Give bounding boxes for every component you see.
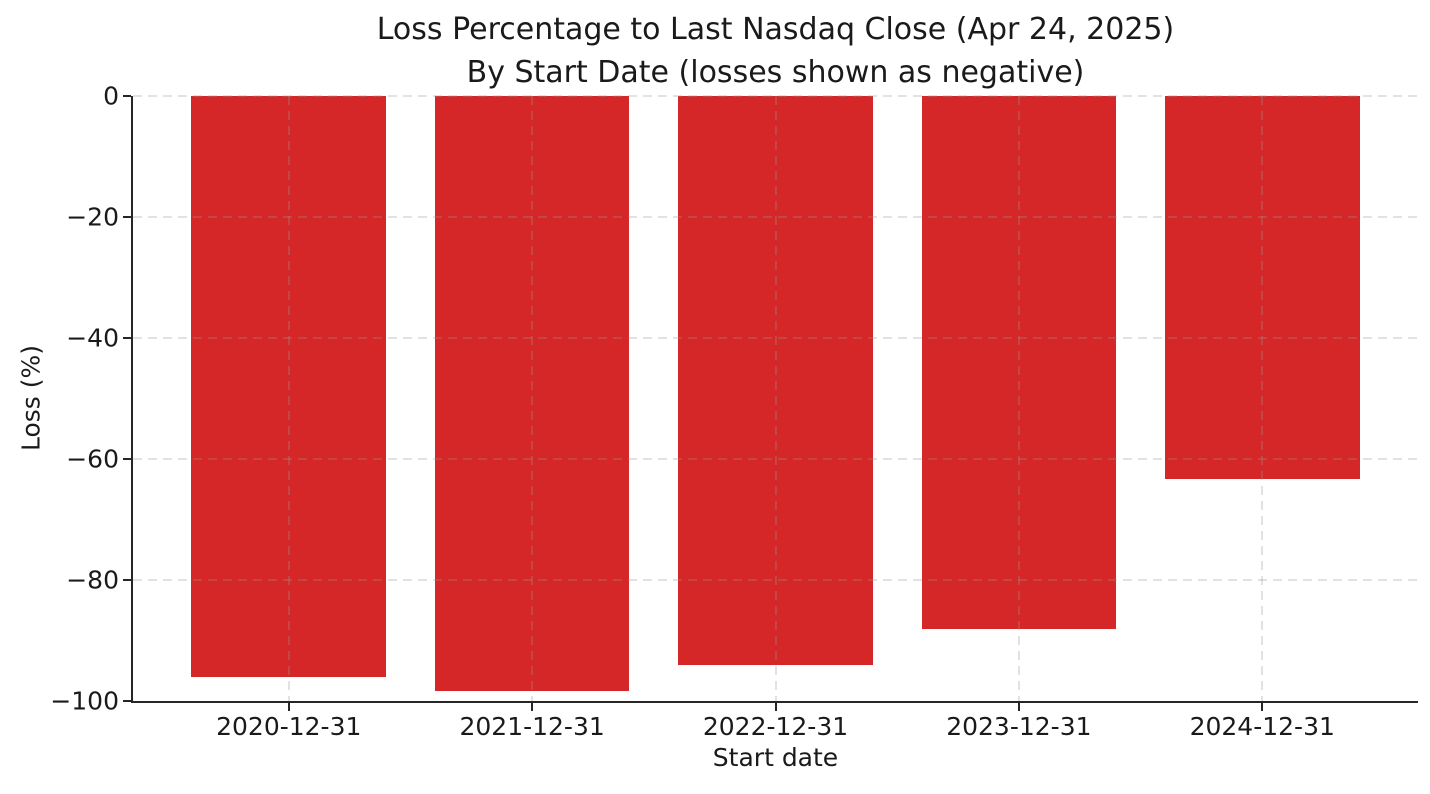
x-tick-label: 2020-12-31 (216, 712, 362, 741)
chart-title: Loss Percentage to Last Nasdaq Close (Ap… (376, 12, 1175, 47)
x-tick-mark (1261, 703, 1264, 711)
y-tick-mark (123, 216, 131, 218)
x-tick-mark (287, 703, 290, 711)
gridline-vertical (775, 96, 776, 701)
x-tick-mark (531, 703, 534, 711)
y-tick-label: −40 (66, 323, 119, 353)
gridline-vertical (1261, 96, 1263, 701)
x-axis-label: Start date (712, 743, 839, 772)
x-axis-spine (131, 701, 1418, 703)
x-tick-mark (1017, 703, 1020, 711)
y-tick-label: −80 (66, 565, 119, 595)
y-tick-label: −60 (66, 444, 119, 474)
y-tick-mark (123, 700, 131, 702)
y-tick-label: 0 (103, 81, 119, 111)
y-tick-label: −100 (50, 686, 119, 716)
x-tick-label: 2022-12-31 (702, 712, 849, 741)
plot-area: 0 −20 −40 −60 −80 −100 2020-12-31 2021-12-31 202… (50, 82, 1418, 741)
y-tick-label: −20 (66, 202, 119, 232)
y-axis-label: Loss (%) (16, 344, 46, 452)
y-axis-spine (131, 96, 133, 703)
gridline-vertical (288, 96, 290, 701)
x-tick-label: 2024-12-31 (1189, 712, 1335, 741)
y-tick-mark (123, 458, 131, 460)
x-tick-label: 2021-12-31 (459, 712, 605, 741)
x-tick-label: 2023-12-31 (946, 712, 1092, 741)
y-tick-mark (123, 95, 131, 97)
gridline-vertical (531, 96, 533, 701)
y-tick-mark (123, 579, 131, 581)
x-tick-mark (774, 703, 777, 711)
gridline-vertical (1018, 96, 1020, 701)
chart-subtitle: By Start Date (losses shown as negative) (466, 55, 1085, 90)
y-tick-mark (123, 337, 131, 339)
chart-title-block: Loss Percentage to Last Nasdaq Close (Ap… (133, 8, 1418, 94)
